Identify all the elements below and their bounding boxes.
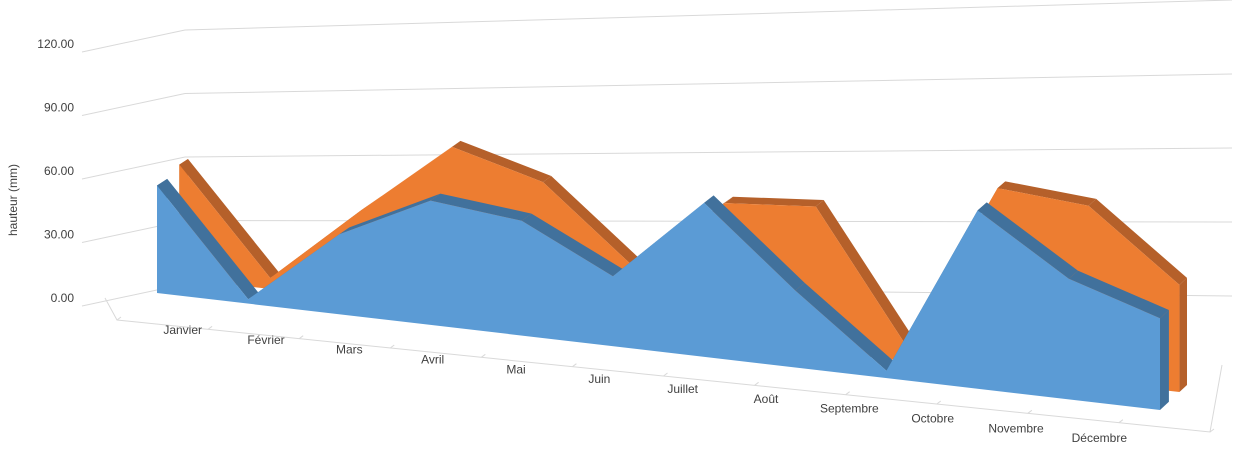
floor-tick xyxy=(1118,419,1124,424)
series-2-top-segment xyxy=(1088,198,1187,285)
chart-floor xyxy=(104,297,1223,433)
floor-tick xyxy=(572,363,577,368)
floor-tick xyxy=(663,372,668,377)
x-tick-label: Janvier xyxy=(163,323,202,337)
series-1-top-segment xyxy=(795,282,896,371)
x-tick-label: Septembre xyxy=(820,402,879,416)
gridline xyxy=(184,73,1233,94)
series-1-top-segment xyxy=(521,213,623,277)
series-1-face xyxy=(157,185,1160,410)
y-axis: 0.00 30.00 60.00 90.00 120.00 xyxy=(37,37,74,305)
y-tick-label: 90.00 xyxy=(44,101,74,115)
series-2-top-segment xyxy=(543,176,643,268)
x-tick-label: Avril xyxy=(421,352,444,366)
series-2-top-segment xyxy=(724,196,824,207)
gridline-left xyxy=(81,156,186,180)
series-1-top-segment xyxy=(430,193,532,221)
x-tick-label: Août xyxy=(754,392,779,406)
gridline xyxy=(184,0,1233,31)
x-tick-label: Mai xyxy=(506,362,525,376)
series-2-top-segment xyxy=(997,181,1097,206)
floor-tick xyxy=(207,325,213,330)
floor-tick xyxy=(298,335,304,340)
x-tick-label: Mars xyxy=(336,343,363,357)
series-2-end-cap xyxy=(1179,277,1187,392)
y-axis-title: hauteur (mm) xyxy=(6,164,20,236)
series-1-top-segment xyxy=(339,193,441,235)
series-front-area xyxy=(156,178,1169,410)
series-1-top-segment xyxy=(977,202,1078,279)
floor-tick xyxy=(1209,428,1215,433)
gridline xyxy=(184,147,1233,158)
series-1-top-segment xyxy=(157,178,259,300)
series-2-top-segment xyxy=(452,140,552,183)
gridline-left xyxy=(81,93,186,116)
floor-tick xyxy=(754,381,759,386)
x-tick-label: Octobre xyxy=(911,411,954,425)
floor-tick xyxy=(389,344,395,349)
floor-tick xyxy=(1027,409,1033,414)
floor-tick xyxy=(845,391,850,396)
series-2-top-segment xyxy=(179,159,279,278)
y-tick-label: 30.00 xyxy=(44,228,74,242)
y-tick-label: 60.00 xyxy=(44,164,74,178)
x-axis: Janvier Février Mars Avril Mai Juin Juillet Aoû… xyxy=(163,323,1127,445)
gridline-left xyxy=(81,29,186,53)
floor-tick xyxy=(936,400,942,405)
x-tick-label: Novembre xyxy=(988,421,1044,435)
series-1-top-segment xyxy=(1068,270,1169,319)
floor-tick xyxy=(116,316,122,321)
series-1-end-cap xyxy=(1160,309,1169,410)
x-tick-label: Décembre xyxy=(1072,431,1128,445)
y-tick-label: 0.00 xyxy=(51,291,75,305)
x-tick-label: Juillet xyxy=(667,382,698,396)
series-1-top-segment xyxy=(704,195,805,291)
series-2-top-segment xyxy=(815,200,915,347)
floor-tick xyxy=(481,353,486,358)
x-tick-label: Juin xyxy=(588,372,610,386)
x-tick-label: Février xyxy=(247,333,284,347)
y-tick-label: 120.00 xyxy=(37,37,74,51)
